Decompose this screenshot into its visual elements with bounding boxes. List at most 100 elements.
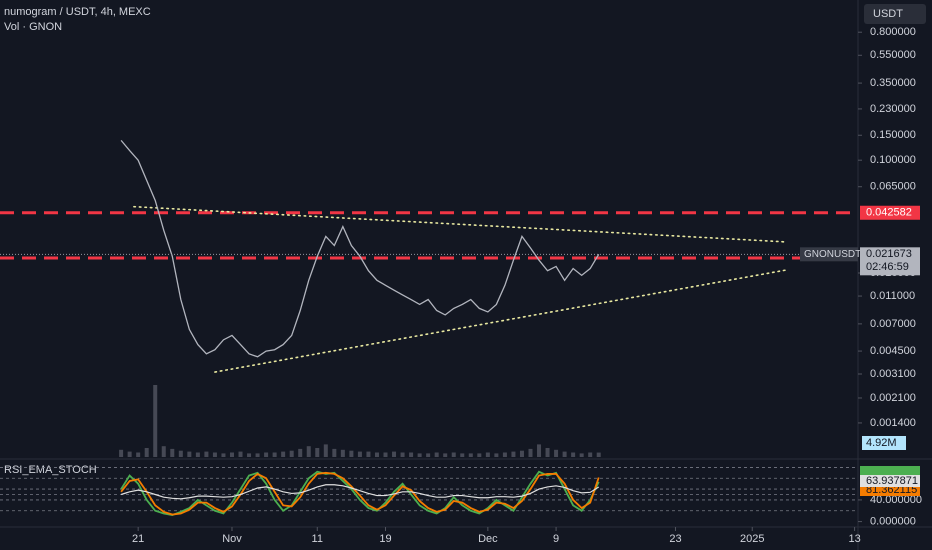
- volume-bar: [187, 451, 192, 457]
- volume-bar: [494, 453, 499, 457]
- volume-bar: [545, 448, 550, 457]
- volume-bar: [298, 448, 303, 457]
- volume-bar: [528, 448, 533, 457]
- volume-bar: [426, 453, 431, 457]
- volume-bar: [460, 453, 465, 457]
- price-line: [120, 139, 600, 358]
- volume-bar: [571, 452, 576, 457]
- x-tick-label: 21: [132, 533, 144, 545]
- symbol-tag: [800, 247, 858, 262]
- y-tick-label: 0.065000: [870, 181, 916, 193]
- volume-bar: [579, 453, 584, 457]
- x-tick-label: 23: [669, 533, 681, 545]
- volume-bar: [374, 452, 379, 457]
- level-tag-label: 0.042582: [866, 207, 912, 219]
- volume-bar: [170, 448, 175, 457]
- volume-bar: [255, 453, 260, 457]
- volume-bar: [383, 452, 388, 457]
- trendline: [214, 269, 788, 373]
- oscillator-line: [120, 471, 600, 516]
- level-tag: [860, 205, 920, 220]
- volume-bar: [247, 453, 252, 457]
- volume-bar: [272, 452, 277, 457]
- y-tick-label: 0.007000: [870, 318, 916, 330]
- volume-bar: [400, 452, 405, 457]
- countdown-label: 02:46:59: [866, 261, 909, 273]
- volume-title: Vol · GNON: [4, 21, 62, 33]
- x-tick-label: 11: [312, 533, 323, 545]
- y-tick-label: 0.011000: [870, 290, 915, 302]
- volume-bar: [588, 452, 593, 457]
- y-tick-label: 0.550000: [870, 49, 916, 61]
- y-tick-label: 0.150000: [870, 129, 916, 141]
- y-tick-label: 0.350000: [870, 77, 916, 89]
- volume-bar: [340, 449, 345, 457]
- volume-tag-label: 4.92M: [866, 437, 897, 449]
- volume-bar: [417, 453, 422, 457]
- volume-bar: [204, 451, 209, 457]
- volume-bar: [153, 385, 158, 457]
- volume-bar: [443, 453, 448, 457]
- x-tick-label: Dec: [478, 533, 498, 545]
- y-tick-label: 0.800000: [870, 26, 916, 38]
- oscillator-tick-label: 0.000000: [870, 515, 916, 527]
- oscillator-line: [120, 484, 600, 500]
- oscillator-line: [120, 470, 600, 517]
- currency-button[interactable]: [864, 4, 926, 24]
- volume-bar: [119, 449, 124, 457]
- volume-bar: [238, 451, 243, 457]
- volume-bar: [264, 452, 269, 457]
- x-tick-label: Nov: [222, 533, 242, 545]
- y-tick-label: 0.001400: [870, 417, 916, 429]
- volume-bar: [477, 453, 482, 457]
- volume-bar: [349, 450, 354, 457]
- volume-bar: [596, 452, 601, 457]
- volume-bar: [562, 451, 567, 457]
- volume-bar: [409, 452, 414, 457]
- volume-bar: [451, 452, 456, 457]
- x-tick-label: 13: [848, 533, 860, 545]
- x-tick-label: 9: [553, 533, 559, 545]
- x-tick-label: 2025: [740, 533, 764, 545]
- volume-bar: [468, 453, 473, 457]
- volume-tag: [862, 436, 906, 450]
- volume-bar: [323, 444, 328, 457]
- volume-bar: [306, 446, 311, 457]
- volume-bar: [537, 444, 542, 457]
- price-tag-label: 0.021673: [866, 248, 912, 260]
- volume-bar: [127, 451, 132, 457]
- oscillator-title: RSI_EMA_STOCH: [4, 464, 97, 476]
- volume-bar: [554, 449, 559, 457]
- volume-bar: [366, 451, 371, 457]
- oscillator-tag-label: 63.937871: [866, 475, 918, 487]
- volume-bar: [332, 448, 337, 457]
- volume-bar: [144, 448, 149, 457]
- volume-bar: [485, 452, 490, 457]
- y-tick-label: 0.004500: [870, 345, 916, 357]
- volume-bar: [229, 452, 234, 457]
- y-tick-label: 0.100000: [870, 154, 916, 166]
- currency-label[interactable]: USDT: [873, 8, 903, 20]
- volume-bar: [289, 450, 294, 457]
- volume-bar: [511, 451, 516, 457]
- volume-bar: [434, 452, 439, 457]
- volume-bar: [161, 446, 166, 457]
- volume-bar: [221, 453, 226, 457]
- chart-title: numogram / USDT, 4h, MEXC: [4, 6, 151, 18]
- y-tick-label: 0.230000: [870, 103, 916, 115]
- symbol-tag-label: GNONUSDT: [804, 249, 861, 260]
- volume-bar: [281, 451, 286, 457]
- trendline: [133, 205, 788, 243]
- oscillator-tick-label: 40.000000: [870, 494, 922, 506]
- volume-bar: [315, 448, 320, 457]
- oscillator-tag: [860, 475, 920, 487]
- volume-bar: [195, 452, 200, 457]
- y-tick-label: 0.002100: [870, 392, 916, 404]
- x-tick-label: 19: [379, 533, 391, 545]
- volume-bar: [178, 450, 183, 457]
- volume-bar: [136, 452, 141, 457]
- volume-bar: [502, 452, 507, 457]
- volume-bar: [357, 451, 362, 457]
